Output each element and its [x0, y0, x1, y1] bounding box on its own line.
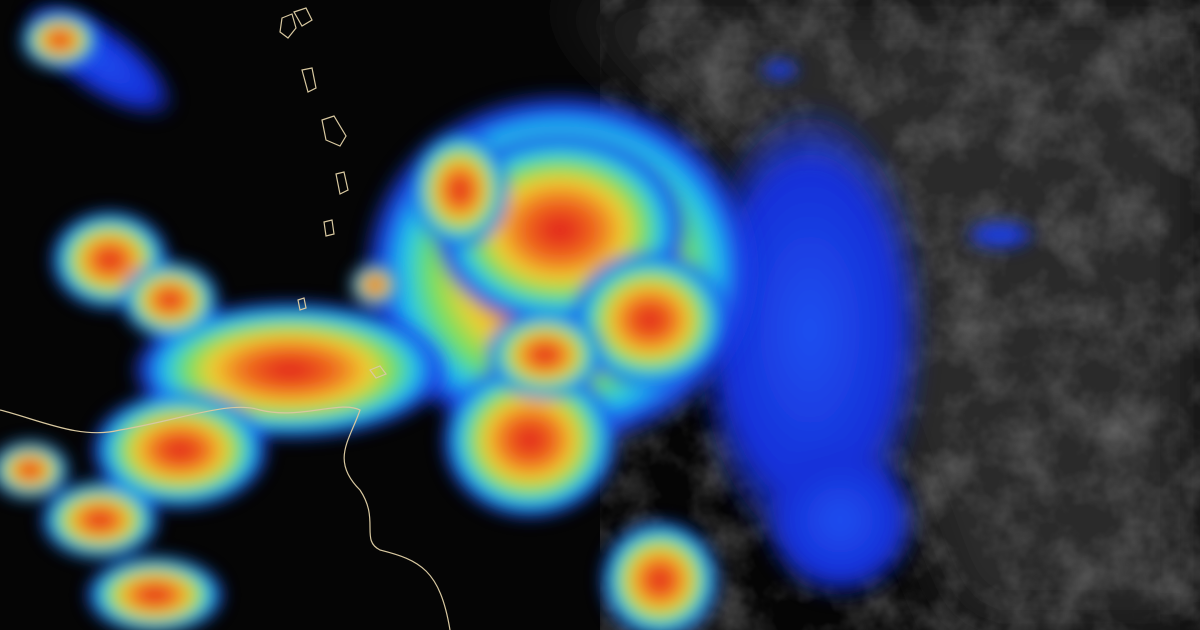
hurricane-core — [360, 90, 760, 630]
island-outline — [301, 67, 317, 93]
island-outline — [293, 7, 313, 27]
coastlines — [0, 7, 451, 630]
island-outline — [323, 219, 335, 237]
island-outline — [279, 13, 297, 39]
convective-band-west — [0, 10, 450, 630]
island-outline — [321, 115, 347, 147]
coastline-south-america — [0, 406, 451, 630]
island-outline — [369, 365, 387, 379]
island-outline — [297, 297, 307, 311]
island-outline — [335, 171, 349, 195]
